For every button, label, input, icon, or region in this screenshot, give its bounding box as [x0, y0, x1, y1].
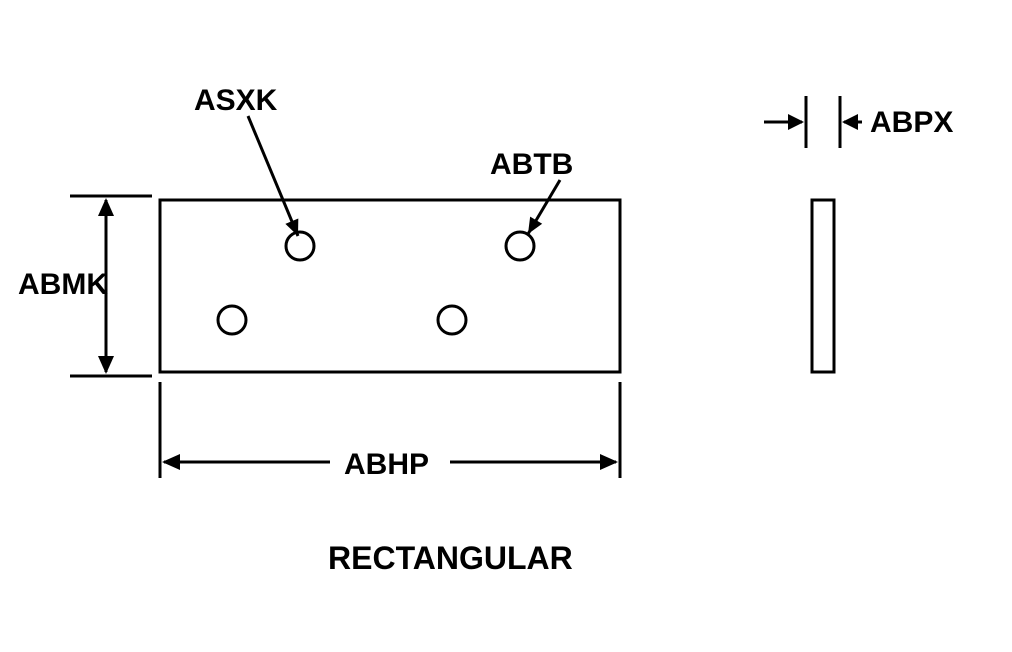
- label-abmk: ABMK: [18, 268, 108, 302]
- label-abhp: ABHP: [344, 448, 429, 482]
- label-abpx: ABPX: [870, 106, 953, 140]
- diagram-title: RECTANGULAR: [328, 540, 573, 577]
- label-asxk: ASXK: [194, 84, 277, 118]
- label-abtb: ABTB: [490, 148, 573, 182]
